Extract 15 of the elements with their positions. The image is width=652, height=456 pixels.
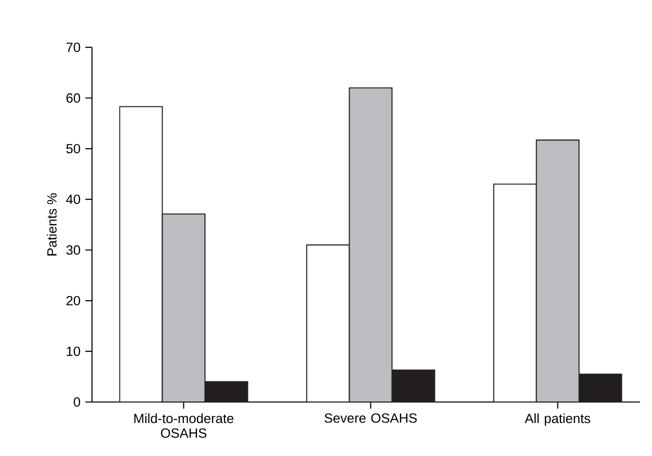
y-tick-label: 20 xyxy=(66,296,80,306)
y-axis-title: Patients % xyxy=(46,193,57,256)
y-tick-label: 0 xyxy=(74,397,80,407)
x-tick-label: Mild-to-moderate OSAHS xyxy=(134,413,234,438)
x-tick-label: All patients xyxy=(524,413,590,426)
y-tick-label: 30 xyxy=(66,245,80,255)
y-tick-label: 10 xyxy=(66,346,80,356)
y-tick-label: 50 xyxy=(66,144,80,154)
bar xyxy=(536,140,580,402)
y-tick-label: 60 xyxy=(66,93,80,103)
y-tick-label: 70 xyxy=(66,42,80,52)
x-tick-label: Severe OSAHS xyxy=(324,413,417,423)
bar xyxy=(348,87,393,402)
bar xyxy=(162,213,206,402)
y-tick-label: 40 xyxy=(66,194,80,204)
